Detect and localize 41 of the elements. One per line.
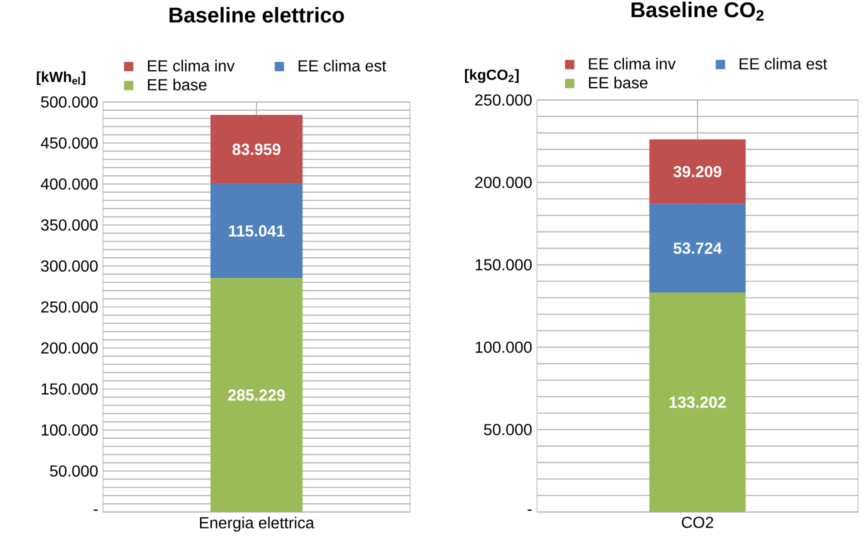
y-tick-label: 100.000 xyxy=(42,424,98,436)
y-tick-label: 150.000 xyxy=(42,383,98,395)
bar xyxy=(649,204,746,292)
data-label: 53.724 xyxy=(674,242,722,254)
y-tick-label: 200.000 xyxy=(475,176,532,188)
y-tick-label: - xyxy=(528,510,532,511)
bar xyxy=(210,278,303,512)
y-tick-label: 100.000 xyxy=(476,342,532,353)
data-label: 133.202 xyxy=(670,396,726,408)
data-label: 115.041 xyxy=(229,225,285,237)
y-tick-label: 150.000 xyxy=(476,259,532,270)
data-label: 39.209 xyxy=(673,166,722,178)
legend-label: EE clima est xyxy=(298,60,386,72)
chart-title: Baseline CO$_{2}$ xyxy=(632,2,764,21)
y-tick-label: 50.000 xyxy=(50,465,98,477)
chart-title: Baseline elettrico xyxy=(170,6,344,23)
x-tick-label: Energia elettrica xyxy=(200,516,314,532)
bar xyxy=(210,184,303,278)
y-tick-label: 250.000 xyxy=(41,301,98,313)
x-tick-label: CO2 xyxy=(682,516,714,528)
data-label: 83.959 xyxy=(232,144,280,156)
bar xyxy=(210,114,303,184)
bar xyxy=(649,139,746,204)
y-axis-title: [kWh$_{el}$] xyxy=(36,71,86,85)
legend-label: EE clima inv xyxy=(589,58,676,70)
legend-label: EE clima est xyxy=(740,58,828,70)
data-label: 285.229 xyxy=(228,389,285,401)
y-tick-label: 500.000 xyxy=(41,96,98,108)
y-tick-label: 250.000 xyxy=(475,94,532,106)
legend-label: EE base xyxy=(589,76,648,88)
legend-label: EE base xyxy=(148,78,206,90)
y-tick-label: 400.000 xyxy=(40,178,98,190)
legend-label: EE clima inv xyxy=(148,60,235,72)
y-tick-label: 350.000 xyxy=(41,219,98,231)
y-tick-label: - xyxy=(94,510,98,511)
y-tick-label: 50.000 xyxy=(484,424,532,436)
y-axis-title: [kgCO$_{2}$] xyxy=(465,69,519,83)
y-tick-label: 450.000 xyxy=(40,137,98,149)
y-tick-label: 200.000 xyxy=(41,342,98,354)
y-tick-label: 300.000 xyxy=(41,260,98,272)
bar xyxy=(649,292,746,512)
